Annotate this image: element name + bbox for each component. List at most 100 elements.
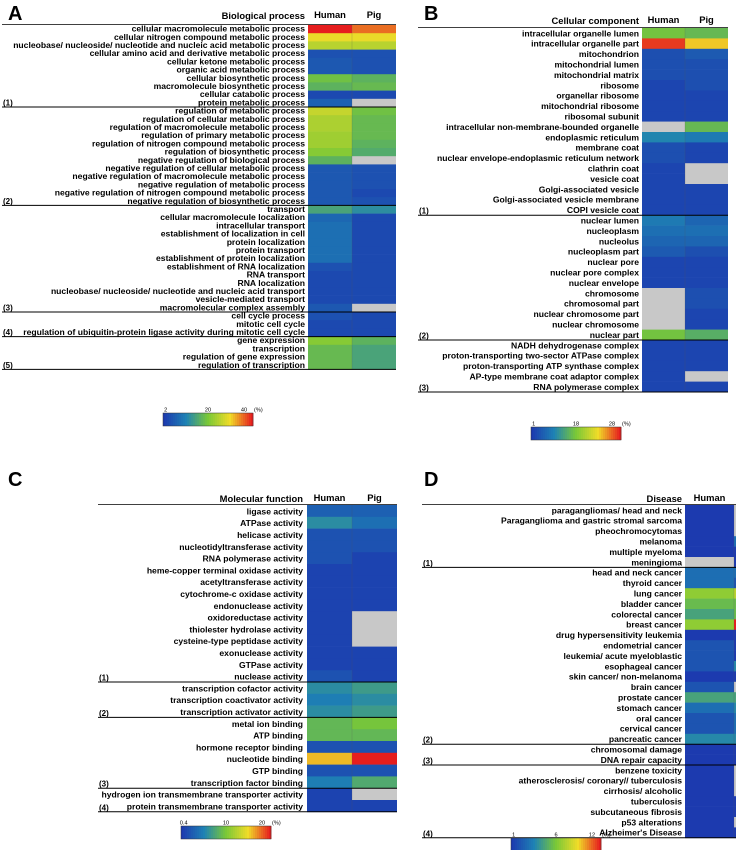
- scale-tick-label: 0.4: [180, 821, 188, 827]
- heatmap-cell: [308, 279, 352, 288]
- scale-swatch: [559, 427, 562, 440]
- row-label: negative regulation of biological proces…: [138, 155, 305, 165]
- heatmap-cell: [685, 505, 734, 516]
- scale-unit-label: (%): [622, 422, 631, 428]
- scale-swatch: [205, 826, 208, 839]
- heatmap-cell: [308, 246, 352, 255]
- scale-swatch: [175, 413, 178, 426]
- row-label: Alzheimer's Disease: [599, 828, 682, 838]
- heatmap-cell: [642, 152, 685, 164]
- scale-swatch: [549, 838, 552, 850]
- heatmap-cell: [307, 611, 352, 624]
- heatmap-cell: [734, 754, 736, 766]
- scale-swatch: [535, 838, 538, 850]
- scale-swatch: [229, 413, 232, 426]
- scale-swatch: [597, 427, 600, 440]
- heatmap-cell: [685, 90, 728, 102]
- scale-swatch: [263, 826, 266, 839]
- heatmap-cell: [734, 619, 736, 631]
- heatmap-cell: [734, 650, 736, 662]
- heatmap-cell: [642, 381, 685, 393]
- heatmap-cell: [734, 567, 736, 579]
- scale-swatch: [549, 427, 552, 440]
- row-label: RNA polymerase activity: [203, 554, 304, 564]
- scale-swatch: [241, 826, 244, 839]
- heatmap-cell: [685, 557, 734, 568]
- panel-letter: C: [8, 469, 22, 491]
- heatmap-cell: [685, 619, 734, 631]
- heatmap-cell: [734, 827, 736, 839]
- heatmap-cell: [734, 723, 736, 735]
- row-label: endonuclease activity: [214, 601, 304, 611]
- scale-swatch: [547, 427, 550, 440]
- scale-swatch: [555, 427, 558, 440]
- heatmap-cell: [307, 729, 352, 742]
- row-label: Golgi-associated vesicle: [539, 184, 640, 194]
- row-label: hydrogen ion transmembrane transporter a…: [101, 790, 303, 800]
- group-label: (3): [3, 304, 13, 313]
- heatmap-cell: [685, 817, 734, 828]
- heatmap-cell: [685, 525, 734, 537]
- heatmap-cell: [352, 788, 397, 801]
- row-label: cellular amino acid and derivative metab…: [90, 48, 306, 58]
- heatmap-cell: [642, 340, 685, 351]
- heatmap-cell: [642, 132, 685, 143]
- group-label: (2): [3, 197, 13, 206]
- row-label: nucleotidyltransferase activity: [179, 542, 303, 552]
- scale-swatch: [537, 838, 540, 850]
- row-label: proton-transporting two-sector ATPase co…: [442, 351, 639, 361]
- group-label: (2): [99, 709, 109, 718]
- row-label: head and neck cancer: [592, 568, 682, 578]
- group-label: (2): [419, 332, 429, 341]
- heatmap-cell: [642, 236, 685, 247]
- scale-swatch: [199, 826, 202, 839]
- scale-swatch: [589, 838, 592, 850]
- scale-swatch: [545, 427, 548, 440]
- heatmap-cell: [642, 319, 685, 330]
- row-label: mitochondrial ribosome: [541, 101, 639, 111]
- scale-swatch: [551, 427, 554, 440]
- row-label: GTPase activity: [239, 660, 303, 670]
- scale-unit-label: (%): [272, 821, 281, 827]
- row-label: RNA localization: [238, 278, 305, 288]
- heatmap-cell: [352, 172, 396, 182]
- scale-swatch: [561, 838, 564, 850]
- scale-tick-label: 20: [259, 821, 265, 827]
- row-label: transcription factor binding: [191, 778, 303, 788]
- scale-swatch: [547, 838, 550, 850]
- scale-swatch: [567, 838, 570, 850]
- row-label: nucleoplasm part: [568, 247, 639, 257]
- row-label: hormone receptor binding: [196, 742, 303, 752]
- heatmap-cell: [352, 575, 397, 588]
- scale-swatch: [569, 427, 572, 440]
- scale-swatch: [583, 838, 586, 850]
- scale-swatch: [269, 826, 272, 839]
- scale-swatch: [225, 413, 228, 426]
- heatmap-cell: [352, 230, 396, 239]
- scale-swatch: [187, 413, 190, 426]
- row-label: nuclear lumen: [581, 216, 639, 226]
- heatmap-cell: [352, 41, 396, 50]
- heatmap-cell: [307, 764, 352, 777]
- heatmap-cell: [734, 692, 736, 703]
- scale-swatch: [619, 427, 622, 440]
- scale-swatch: [251, 826, 254, 839]
- scale-swatch: [239, 826, 242, 839]
- scale-swatch: [203, 826, 206, 839]
- scale-swatch: [553, 838, 556, 850]
- row-label: mitochondrial matrix: [554, 70, 639, 80]
- heatmap-cell: [352, 729, 397, 742]
- row-label: nucleobase/ nucleoside/ nucleotide and n…: [13, 40, 305, 50]
- heatmap-cell: [685, 319, 728, 330]
- scale-swatch: [217, 826, 220, 839]
- scale-swatch: [531, 838, 534, 850]
- row-label: macromolecule biosynthetic process: [154, 81, 306, 91]
- heatmap-cell: [734, 702, 736, 714]
- scale-swatch: [579, 427, 582, 440]
- row-label: nuclear chromosome part: [533, 309, 639, 319]
- scale-swatch: [255, 826, 258, 839]
- heatmap-cell: [685, 246, 728, 258]
- scale-swatch: [253, 826, 256, 839]
- row-label: negative regulation of macromolecule met…: [72, 171, 305, 181]
- heatmap-cell: [352, 238, 396, 247]
